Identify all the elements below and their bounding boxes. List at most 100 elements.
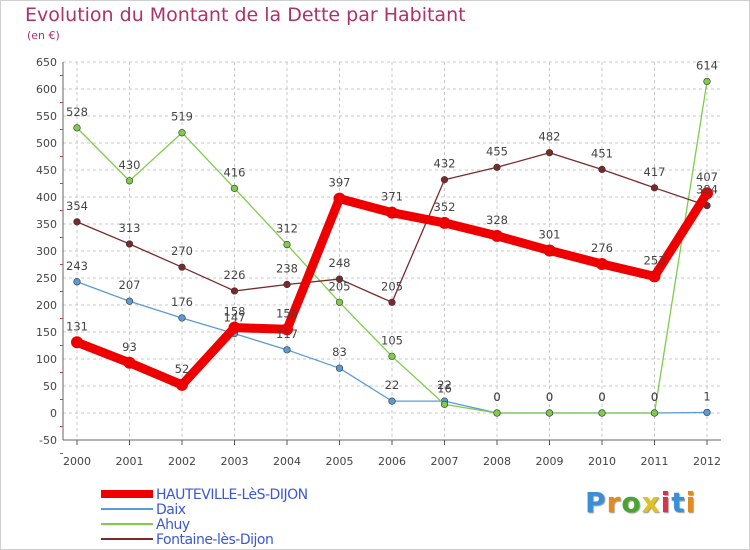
data-point (701, 187, 713, 200)
data-label: 0 (598, 390, 605, 404)
y-tick-label: 150 (36, 326, 57, 339)
data-point (598, 165, 606, 174)
data-label: 155 (276, 306, 298, 320)
data-label: 407 (696, 170, 718, 184)
data-label: 22 (385, 378, 400, 392)
y-tick-label: 0 (50, 407, 57, 420)
y-tick-label: 100 (36, 353, 57, 366)
data-label: 93 (122, 340, 137, 354)
data-label: 328 (486, 213, 508, 227)
y-tick-label: 550 (36, 110, 57, 123)
data-label: 0 (493, 390, 500, 404)
data-point (178, 129, 186, 137)
data-point (73, 124, 81, 132)
y-tick-label: 300 (36, 245, 57, 258)
y-tick-label: 500 (36, 137, 57, 150)
data-point (493, 409, 501, 417)
data-point (230, 184, 239, 192)
data-label: 176 (171, 295, 193, 309)
x-tick-label: 2005 (326, 455, 354, 468)
data-point (176, 378, 188, 391)
data-label: 253 (644, 253, 666, 267)
x-tick-label: 2012 (693, 455, 721, 468)
legend-label: Ahuy (156, 517, 190, 533)
y-tick-label: 450 (36, 164, 57, 177)
x-tick-label: 2007 (431, 455, 459, 468)
data-label: 117 (276, 327, 298, 341)
chart-subtitle: (en €) (27, 29, 60, 42)
y-tick-label: 250 (36, 272, 57, 285)
x-tick-label: 2002 (168, 455, 196, 468)
y-tick-label: 50 (43, 380, 57, 393)
data-label: 105 (381, 333, 403, 347)
data-point (333, 192, 346, 205)
data-label: 131 (66, 319, 88, 333)
x-tick-label: 2009 (536, 455, 564, 468)
data-label: 0 (598, 390, 605, 404)
legend-label: Fontaine-lès-Dijon (156, 532, 274, 548)
data-label: 226 (224, 268, 246, 282)
y-tick-label: 650 (36, 56, 57, 69)
data-label: 455 (486, 144, 508, 158)
logo-letter: x (641, 486, 661, 519)
data-label: 301 (539, 227, 561, 241)
chart-title: Evolution du Montant de la Dette par Hab… (25, 4, 466, 26)
data-point (283, 240, 291, 249)
data-label: 207 (119, 278, 141, 292)
logo-letter: P (585, 486, 607, 519)
data-label: 312 (276, 222, 298, 236)
data-point (71, 336, 83, 349)
data-point (703, 77, 711, 86)
data-label: 1 (703, 389, 710, 403)
x-tick-label: 2010 (588, 455, 616, 468)
data-point (491, 229, 503, 242)
data-label: 313 (119, 221, 141, 235)
data-point (73, 218, 81, 226)
data-label: 158 (224, 305, 246, 319)
data-point (493, 163, 501, 171)
data-label: 205 (381, 279, 403, 293)
data-point (543, 244, 556, 257)
data-label: 430 (119, 158, 141, 172)
data-label: 352 (434, 200, 456, 214)
legend-swatch (101, 523, 153, 525)
data-point (650, 409, 659, 417)
data-label: 354 (66, 199, 88, 213)
x-tick-label: 2004 (273, 455, 301, 468)
x-tick-label: 2003 (221, 455, 249, 468)
data-label: 205 (329, 279, 351, 293)
data-label: 0 (546, 390, 553, 404)
proxiti-logo: Proxiti (585, 486, 696, 519)
data-label: 0 (651, 390, 658, 404)
data-label: 238 (276, 261, 298, 275)
data-point (283, 280, 291, 289)
logo-letter: t (671, 486, 686, 519)
data-point (386, 206, 398, 219)
data-label: 248 (329, 256, 351, 270)
data-point (335, 298, 344, 306)
y-tick-label: 350 (36, 218, 57, 231)
data-label: 83 (332, 345, 347, 359)
legend-label: HAUTEVILLE-LèS-DIJON (156, 487, 308, 503)
y-tick-label: -50 (39, 434, 57, 447)
data-label: 0 (546, 390, 553, 404)
data-point (703, 408, 711, 417)
data-label: 147 (224, 311, 246, 325)
x-tick-label: 2008 (483, 455, 511, 468)
data-label: 397 (329, 176, 351, 190)
data-label: 22 (437, 378, 452, 392)
data-point (438, 216, 451, 229)
data-point (545, 149, 554, 157)
data-label: 16 (437, 381, 452, 395)
data-label: 384 (696, 183, 718, 197)
data-point (125, 240, 134, 248)
legend-swatch (101, 490, 153, 498)
x-tick-label: 2006 (378, 455, 406, 468)
x-tick-label: 2011 (641, 455, 669, 468)
legend-swatch (101, 538, 153, 540)
data-point (440, 176, 449, 184)
data-label: 276 (591, 241, 613, 255)
data-point (335, 275, 344, 283)
